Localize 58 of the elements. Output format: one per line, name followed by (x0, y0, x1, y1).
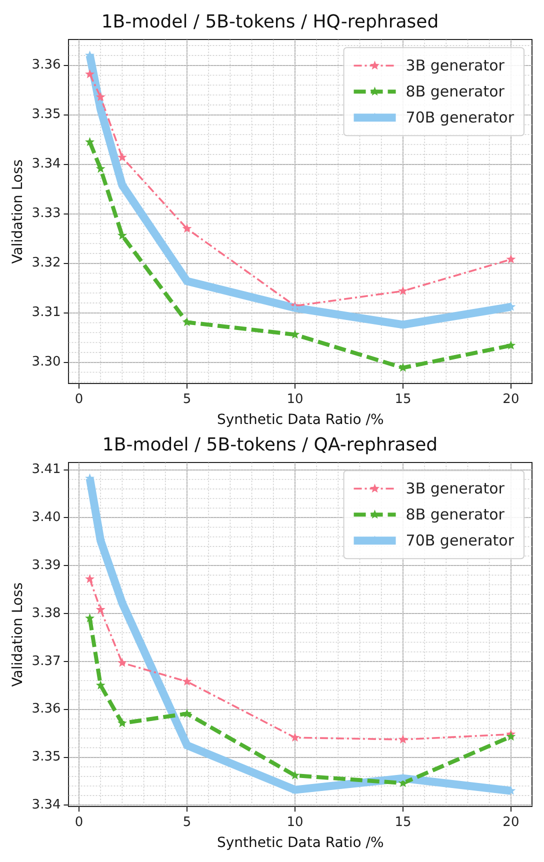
chart-title: 1B-model / 5B-tokens / QA-rephrased (102, 434, 438, 456)
point (96, 92, 106, 102)
point (506, 732, 516, 741)
point (506, 340, 516, 350)
y-tick-label: 3.30 (32, 354, 61, 370)
point (290, 732, 300, 742)
y-tick-label: 3.41 (32, 462, 61, 478)
point (182, 224, 192, 233)
y-tick-label: 3.31 (32, 305, 61, 320)
point (96, 164, 106, 173)
x-tick-label: 20 (502, 814, 520, 830)
point (182, 708, 192, 718)
x-tick-label: 5 (182, 392, 192, 407)
legend-label: 70B generator (406, 531, 515, 550)
legend-label: 3B generator (406, 479, 506, 498)
y-tick-label: 3.34 (32, 156, 61, 172)
legend-label: 8B generator (406, 82, 506, 100)
point (506, 254, 516, 264)
y-tick-label: 3.40 (32, 510, 61, 526)
point (85, 137, 95, 146)
point (85, 69, 95, 78)
y-tick-label: 3.39 (32, 558, 61, 573)
y-tick-label: 3.36 (32, 58, 61, 73)
chart-title: 1B-model / 5B-tokens / HQ-rephrased (101, 11, 439, 32)
point (398, 734, 408, 744)
y-tick-label: 3.33 (32, 206, 61, 222)
point (182, 676, 192, 686)
y-tick-label: 3.37 (32, 654, 61, 669)
point (96, 604, 106, 614)
x-tick-label: 5 (182, 814, 192, 830)
point (117, 152, 127, 162)
y-tick-label: 3.38 (32, 606, 61, 621)
y-tick-label: 3.35 (32, 750, 61, 765)
y-tick-label: 3.34 (32, 798, 61, 813)
point (85, 574, 95, 584)
x-tick-label: 10 (286, 814, 304, 830)
point (117, 718, 127, 728)
x-tick-label: 0 (74, 814, 84, 830)
legend-label: 3B generator (406, 56, 506, 74)
point (85, 613, 95, 622)
point (182, 317, 192, 326)
x-tick-label: 15 (394, 814, 412, 830)
point (398, 286, 408, 296)
y-tick-label: 3.35 (32, 107, 61, 122)
y-axis-title: Validation Loss (10, 159, 26, 264)
y-axis-title: Validation Loss (10, 582, 26, 687)
y-tick-label: 3.32 (32, 256, 61, 271)
x-tick-label: 20 (502, 392, 520, 407)
legend-label: 70B generator (406, 108, 515, 126)
x-tick-label: 10 (286, 392, 304, 407)
x-tick-label: 15 (394, 392, 412, 407)
point (96, 680, 106, 690)
y-tick-label: 3.36 (32, 702, 61, 717)
x-axis-title: Synthetic Data Ratio /% (216, 412, 384, 428)
legend-label: 8B generator (406, 505, 506, 524)
x-axis-title: Synthetic Data Ratio /% (216, 835, 384, 852)
point (117, 658, 127, 667)
x-tick-label: 0 (74, 392, 84, 407)
